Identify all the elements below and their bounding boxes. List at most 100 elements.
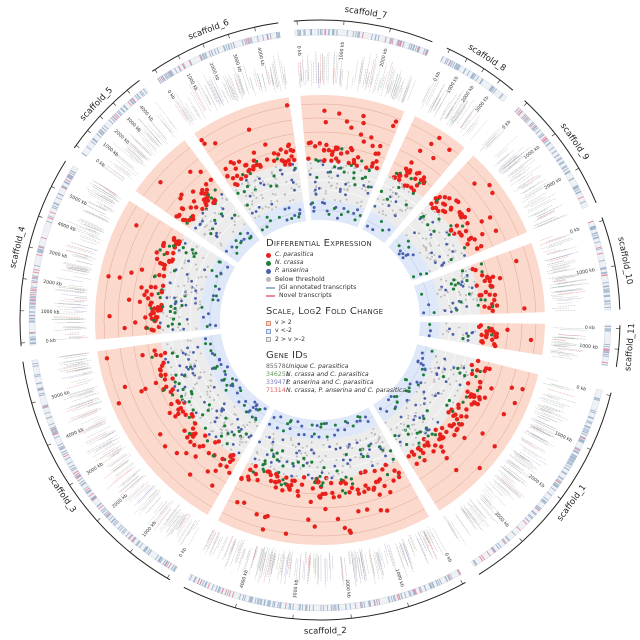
transcript-tick xyxy=(69,171,75,176)
expression-point xyxy=(487,292,492,297)
expression-point xyxy=(247,435,251,439)
kb-tick xyxy=(557,496,562,500)
gene-id-label xyxy=(92,186,117,201)
transcript-tick xyxy=(582,430,589,434)
transcript-tick xyxy=(374,34,377,41)
expression-point xyxy=(364,189,367,192)
expression-point xyxy=(339,200,342,203)
transcript-tick xyxy=(269,600,272,607)
expression-point xyxy=(469,362,475,368)
transcript-tick xyxy=(451,61,456,68)
scale-gridline xyxy=(509,250,523,313)
gene-id-label xyxy=(203,74,217,103)
gene-id-label xyxy=(68,387,94,396)
transcript-tick xyxy=(384,36,387,43)
gene-id-label xyxy=(528,432,555,447)
expression-point xyxy=(336,182,339,185)
expression-point xyxy=(472,237,477,242)
gene-id-label xyxy=(119,165,132,176)
expression-point xyxy=(358,214,362,218)
transcript-tick xyxy=(238,593,242,600)
gene-id-label xyxy=(358,557,363,577)
scale-gridline xyxy=(304,145,386,159)
expression-point xyxy=(294,446,297,449)
expression-point xyxy=(366,191,370,195)
expression-point xyxy=(197,276,200,279)
transcript-tick xyxy=(511,530,516,536)
transcript-tick xyxy=(170,69,175,76)
transcript-tick xyxy=(250,37,253,44)
expression-point xyxy=(244,399,248,403)
gene-id-label xyxy=(523,185,535,194)
expression-point xyxy=(465,332,468,335)
expression-point xyxy=(312,206,316,210)
gene-id-label xyxy=(339,69,342,88)
gene-id-label xyxy=(221,536,229,552)
transcript-tick xyxy=(116,111,122,117)
legend-scale-item: 2 > v >-2 xyxy=(266,336,456,344)
gene-id-label xyxy=(305,70,307,85)
expression-point xyxy=(156,292,160,296)
kb-tick xyxy=(167,574,170,579)
expression-point xyxy=(344,452,348,457)
expression-point xyxy=(391,461,394,464)
expression-point xyxy=(245,184,250,189)
kb-tick-label: 3000 kb xyxy=(85,461,104,476)
upregulated-band xyxy=(404,358,539,511)
expression-point xyxy=(462,366,466,370)
scale-gridline xyxy=(205,207,236,240)
expression-point xyxy=(218,462,223,468)
expression-point xyxy=(406,401,409,404)
expression-point xyxy=(372,427,375,430)
gene-id-label xyxy=(107,434,118,441)
expression-point xyxy=(162,312,165,315)
gene-id-label xyxy=(188,84,205,113)
expression-point xyxy=(492,342,497,347)
expression-point xyxy=(193,373,196,376)
gene-id-label xyxy=(261,73,267,92)
expression-point xyxy=(322,108,327,113)
gene-id-label xyxy=(463,506,484,532)
gene-id-label xyxy=(515,456,534,470)
expression-point xyxy=(235,391,239,395)
expression-point xyxy=(201,217,204,220)
gene-id-label xyxy=(262,74,266,87)
gene-id-label xyxy=(64,352,88,357)
expression-point xyxy=(255,425,258,428)
transcript-tick xyxy=(251,596,254,603)
expression-point xyxy=(444,429,449,435)
gene-id-label xyxy=(357,552,360,563)
transcript-tick xyxy=(422,48,426,55)
expression-point xyxy=(395,438,398,441)
expression-point xyxy=(204,215,207,218)
expression-point xyxy=(293,214,297,218)
transcript-tick xyxy=(247,37,251,44)
gene-id-label xyxy=(528,426,544,435)
expression-point xyxy=(384,454,387,458)
expression-point xyxy=(256,175,259,178)
transcript-tick xyxy=(113,521,119,526)
gene-id-label xyxy=(194,106,201,117)
expression-point xyxy=(283,150,289,155)
expression-point xyxy=(396,470,402,476)
karyotype-band xyxy=(587,220,612,311)
expression-point xyxy=(239,427,243,431)
transcript-tick xyxy=(65,178,71,183)
expression-point xyxy=(199,395,202,398)
expression-point xyxy=(184,259,187,262)
transcript-tick xyxy=(173,566,178,572)
gene-id-label xyxy=(72,402,98,412)
expression-point xyxy=(306,141,312,146)
expression-point xyxy=(284,475,289,480)
gene-id-label xyxy=(515,171,526,179)
expression-point xyxy=(312,432,316,436)
expression-point xyxy=(478,323,484,328)
gene-id-label xyxy=(269,66,274,84)
expression-point xyxy=(477,465,482,471)
transcript-tick xyxy=(603,349,610,352)
expression-point xyxy=(514,258,519,264)
gene-id-label xyxy=(280,550,285,574)
gene-id-label xyxy=(101,165,123,181)
gene-id-label xyxy=(230,85,236,100)
gene-id-label xyxy=(537,416,549,422)
